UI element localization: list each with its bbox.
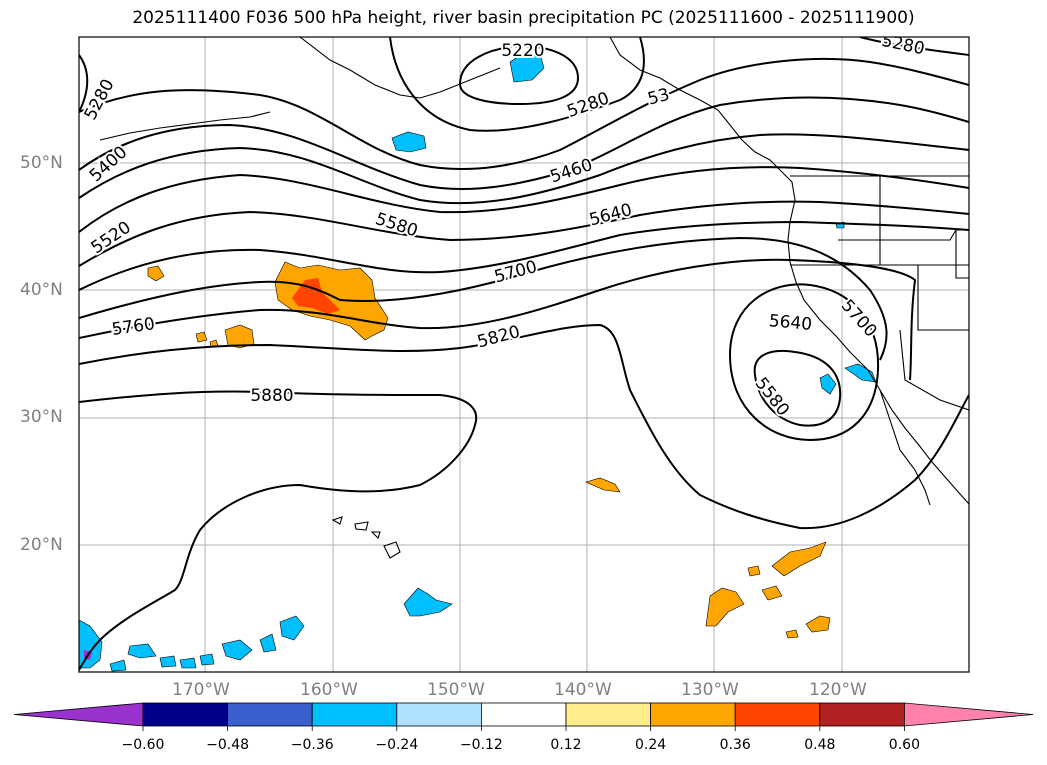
colorbar-segment [396, 702, 482, 727]
state-border-6 [955, 230, 969, 279]
contour-5820 [79, 323, 969, 530]
colorbar-tick-label: −0.60 [121, 737, 165, 753]
precip-blue-sw6 [199, 653, 215, 666]
lon-label-160w: 160°W [300, 680, 358, 700]
hawaii-4 [383, 541, 401, 559]
contour-5580 [79, 200, 969, 267]
contour-5640-low [728, 283, 880, 442]
contour-5760 [79, 258, 917, 381]
colorbar-tick-label: −0.48 [206, 737, 250, 753]
colorbar-segment [819, 702, 905, 727]
colorbar-segment [142, 702, 228, 727]
coastlines [99, 37, 969, 559]
lon-label-150w: 150°W [427, 680, 485, 700]
colorbar-extend-high [904, 702, 1034, 727]
precip-orange-se3 [761, 585, 783, 601]
colorbar-segment [734, 702, 821, 727]
label-5220: 5220 [501, 41, 544, 61]
aleutians [99, 111, 271, 141]
precip-orange-dot [195, 331, 208, 343]
colorbar-tick-label: −0.36 [290, 737, 334, 753]
lat-label-40n: 40°N [20, 280, 63, 300]
lon-label-140w: 140°W [554, 680, 612, 700]
contour-5580-low [753, 349, 842, 427]
colorbar-segment [227, 702, 313, 727]
precip-blue-north [509, 51, 545, 83]
hawaii-2 [354, 521, 369, 531]
colorbar-segment [650, 702, 736, 727]
precip-blue-sw5 [159, 655, 177, 668]
hawaii-1 [331, 516, 343, 525]
map-frame [78, 36, 970, 673]
chart-title: 2025111400 F036 500 hPa height, river ba… [132, 8, 915, 28]
precip-red-central [292, 278, 340, 314]
colorbar [13, 702, 1034, 731]
precip-orange-mid [585, 477, 621, 493]
colorbar-tick-label: 0.48 [804, 737, 836, 753]
state-border-3 [917, 265, 969, 331]
lat-label-50n: 50°N [20, 153, 63, 173]
precip-blue-socal1 [844, 363, 877, 383]
precip-blue-sw9 [109, 659, 127, 672]
precip-blue-sw3 [127, 643, 157, 659]
precip-blue-sw7 [179, 657, 197, 669]
lon-label-170w: 170°W [172, 680, 230, 700]
lon-label-130w: 130°W [681, 680, 739, 700]
contour-5280-main [389, 37, 645, 132]
colorbar-segment [565, 702, 651, 727]
colorbar-tick-label: 0.12 [550, 737, 582, 753]
precip-blue-sw2 [279, 615, 305, 641]
height-contours [79, 37, 969, 671]
precip-orange-se4 [747, 565, 761, 577]
precip-blue-alaska [391, 131, 427, 153]
contour-5460 [79, 133, 969, 205]
precip-blue-hawaii-n [403, 587, 453, 617]
colorbar-tick-label: 0.24 [635, 737, 667, 753]
precip-orange-se1 [705, 587, 745, 627]
contour-5220 [458, 44, 580, 106]
contour-5520 [79, 166, 969, 233]
contour-5700 [79, 236, 888, 361]
precip-orange-se2 [771, 541, 827, 577]
lat-label-30n: 30°N [20, 407, 63, 427]
contour-5400 [79, 96, 969, 190]
lat-label-20n: 20°N [20, 535, 63, 555]
precip-blue-socal2 [819, 373, 837, 395]
colorbar-extend-low [13, 702, 144, 727]
colorbar-segment [311, 702, 398, 727]
contour-5340 [79, 58, 969, 170]
colorbar-tick-label: −0.24 [375, 737, 419, 753]
contour-5880 [79, 390, 478, 671]
precip-orange-se5 [805, 615, 831, 633]
contour-5640 [79, 220, 969, 291]
state-border-4 [899, 329, 969, 411]
precip-orange-se6 [785, 629, 799, 639]
label-5640-low: 5640 [768, 311, 813, 335]
alaska-coast [299, 37, 501, 99]
precip-blue-sw8 [259, 633, 277, 653]
label-5880: 5880 [250, 386, 293, 406]
precip-orange-small [147, 265, 165, 282]
hawaii-3 [370, 531, 381, 540]
north-america-coast [609, 37, 969, 505]
precip-blue-sw4 [221, 639, 253, 661]
colorbar-tick-label: −0.12 [459, 737, 503, 753]
baja [879, 389, 931, 506]
colorbar-tick-label: 0.36 [719, 737, 751, 753]
contour-5280-east [859, 37, 969, 56]
colorbar-segment [480, 702, 567, 727]
colorbar-tick-label: 0.60 [888, 737, 920, 753]
gridlines [79, 37, 969, 672]
lon-label-120w: 120°W [809, 680, 867, 700]
contour-5280-west [79, 54, 89, 113]
